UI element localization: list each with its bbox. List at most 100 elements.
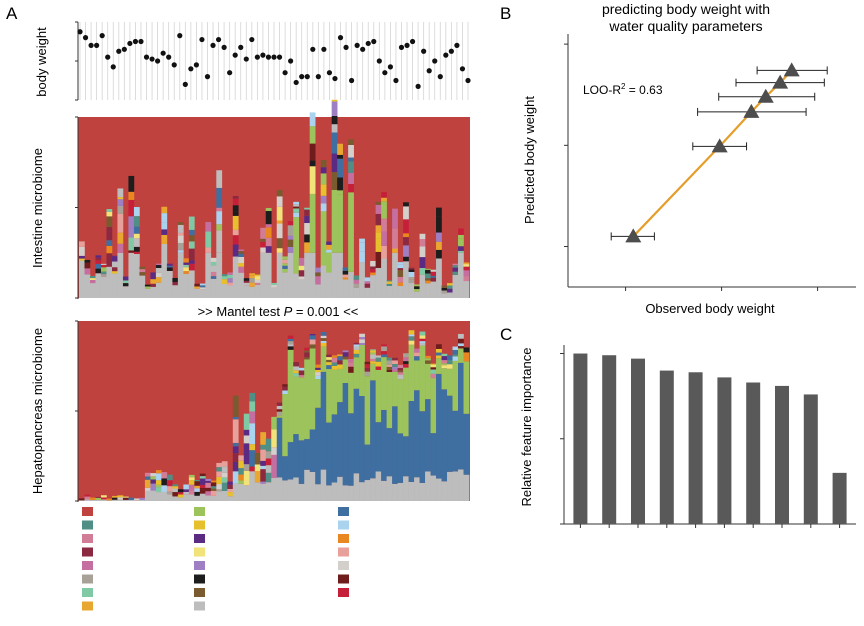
bw-point xyxy=(171,62,177,68)
importance-y-axis-title: Relative feature importance xyxy=(519,348,534,507)
stack-segment xyxy=(221,477,228,483)
stack-segment xyxy=(260,227,267,239)
bw-y-ticks xyxy=(75,21,78,101)
legend-swatch xyxy=(194,547,205,557)
stack-segment xyxy=(392,366,398,370)
stack-segment xyxy=(122,497,129,500)
legend-swatch xyxy=(338,588,349,597)
stack-segment xyxy=(287,335,294,339)
stack-segment xyxy=(172,484,179,487)
stack-segment xyxy=(243,278,250,281)
stack-segment xyxy=(271,287,278,298)
stack-segment xyxy=(304,252,310,298)
stack-segment xyxy=(348,372,354,414)
stack-segment xyxy=(199,285,206,288)
stack-segment xyxy=(386,283,393,286)
stack-segment xyxy=(348,366,354,369)
bw-point xyxy=(454,42,460,49)
stack-segment xyxy=(216,484,223,490)
stack-segment xyxy=(188,229,195,236)
stack-segment xyxy=(100,276,107,298)
stack-segment xyxy=(375,238,382,252)
stack-segment xyxy=(106,211,113,217)
stack-segment xyxy=(403,206,409,220)
stack-segment xyxy=(188,270,195,298)
stack-segment xyxy=(117,232,124,244)
stack-segment xyxy=(128,191,135,200)
stack-segment xyxy=(254,464,261,471)
stack-segment xyxy=(89,283,96,298)
stack-segment xyxy=(447,471,453,501)
stack-segment xyxy=(227,484,234,489)
stack-segment xyxy=(254,471,261,483)
legend-swatch xyxy=(338,507,349,516)
stack-segment xyxy=(205,482,212,488)
stack-segment xyxy=(293,208,300,213)
stack-segment xyxy=(370,260,376,267)
stack-segment xyxy=(155,267,162,273)
stack-segment xyxy=(419,233,426,240)
stack-segment xyxy=(375,225,382,233)
stack-segment xyxy=(79,260,85,298)
stack-segment xyxy=(364,371,371,377)
stack-segment xyxy=(260,465,267,470)
stack-segment xyxy=(150,479,157,484)
stack-segment xyxy=(111,499,118,501)
stack-segment xyxy=(117,497,124,500)
bw-point xyxy=(332,75,338,82)
stack-segment xyxy=(359,333,365,337)
stack-segment xyxy=(441,353,448,357)
stack-segment xyxy=(210,265,217,272)
stack-segment xyxy=(315,364,321,368)
bw-point xyxy=(288,58,294,64)
stack-segment xyxy=(287,252,294,298)
stack-segment xyxy=(309,160,316,167)
stack-segment xyxy=(161,478,168,486)
stack-segment xyxy=(150,283,157,287)
stack-segment xyxy=(309,126,316,144)
stack-segment xyxy=(452,265,459,268)
bw-point xyxy=(155,58,161,64)
stack-segment xyxy=(194,286,201,289)
stack-segment xyxy=(161,472,168,479)
stack-segment xyxy=(227,496,234,501)
stack-segment xyxy=(419,239,426,247)
stack-segment xyxy=(232,395,239,417)
stack-segment xyxy=(364,367,371,372)
stack-segment xyxy=(194,283,201,287)
stack-segment xyxy=(117,213,124,233)
stack-segment xyxy=(122,280,129,284)
stack-segment xyxy=(386,476,393,501)
stack-segment xyxy=(331,357,338,363)
stack-segment xyxy=(122,499,129,501)
stack-segment xyxy=(139,275,146,298)
prediction-point xyxy=(625,228,642,243)
stack-segment xyxy=(276,417,283,478)
stack-segment xyxy=(326,422,332,486)
stack-segment xyxy=(326,354,332,358)
stack-segment xyxy=(309,429,316,472)
stack-segment xyxy=(436,358,442,374)
stack-segment xyxy=(205,495,212,501)
stack-segment xyxy=(227,285,234,298)
stack-segment xyxy=(172,486,179,489)
stack-segment xyxy=(441,287,448,291)
stack-segment xyxy=(155,473,162,481)
stack-segment xyxy=(381,231,387,246)
stack-segment xyxy=(128,252,135,298)
stack-segment xyxy=(309,252,316,298)
stack-segment xyxy=(419,268,426,275)
stack-segment xyxy=(414,286,420,290)
stack-segment xyxy=(375,366,382,370)
importance-bars xyxy=(573,353,847,524)
stack-segment xyxy=(353,357,360,389)
stack-segment xyxy=(227,481,234,485)
stack-segment xyxy=(188,484,195,491)
stack-segment xyxy=(370,380,376,479)
stack-segment xyxy=(265,451,272,459)
stack-segment xyxy=(183,262,190,265)
stack-segment xyxy=(452,267,459,272)
bw-point xyxy=(149,56,155,62)
stack-segment xyxy=(397,433,404,483)
stack-segment xyxy=(436,373,442,479)
